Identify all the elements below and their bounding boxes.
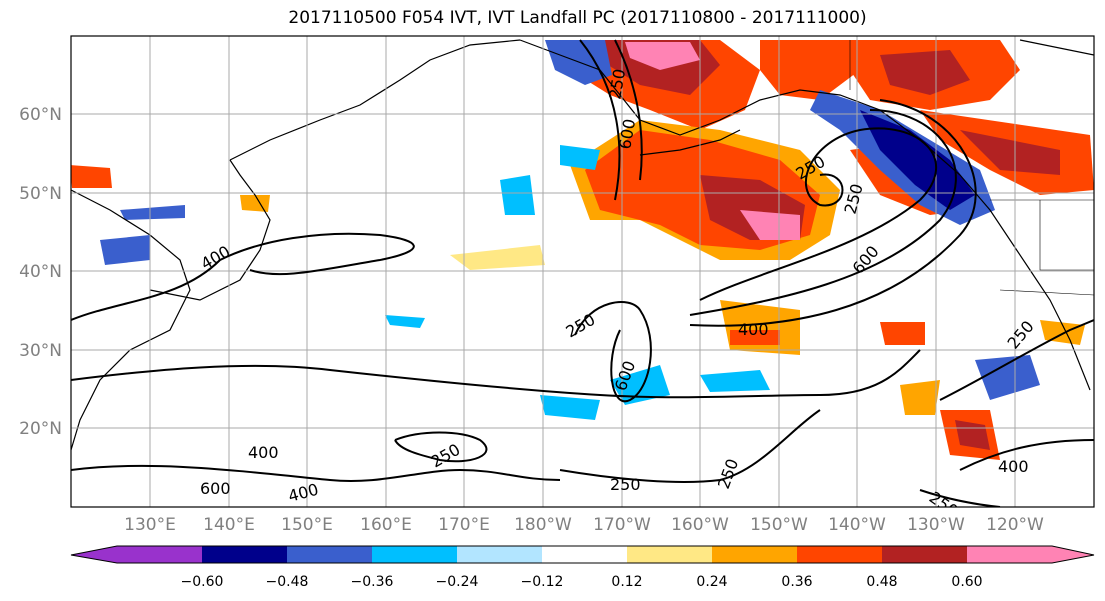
colorbar-swatch [542,546,627,563]
lon-label: 130°E [124,515,176,535]
borders [849,40,1094,296]
longitude-labels: 130°E 140°E 150°E 160°E 170°E 180°W 170°… [124,515,1044,535]
colorbar-tick: 0.24 [696,574,727,590]
colorbar-swatch [797,546,882,563]
colorbar: −0.60 −0.48 −0.36 −0.24 −0.12 0.12 0.24 … [70,545,1095,590]
colorbar-tick: 0.60 [951,574,982,590]
lon-label: 140°E [203,515,255,535]
colorbar-tick: −0.48 [266,574,309,590]
lon-label: 170°W [593,515,651,535]
lon-label: 180°W [514,515,572,535]
contour-label: 400 [738,320,769,339]
map-title: 2017110500 F054 IVT, IVT Landfall PC (20… [288,8,867,28]
colorbar-swatch [882,546,967,563]
colorbar-swatch-extend-low [71,546,117,563]
lon-label: 140°W [828,515,886,535]
contour-label: 250 [610,475,641,494]
colorbar-swatch [202,546,287,563]
colorbar-swatch [117,546,202,563]
lat-label: 20°N [19,419,62,439]
lat-label: 50°N [19,184,62,204]
coastlines [71,39,1094,451]
graticule [71,36,1094,507]
latitude-labels: 60°N 50°N 40°N 30°N 20°N [19,105,62,439]
lon-label: 150°E [281,515,333,535]
ivt-anomaly-fill [71,40,1094,460]
lat-label: 30°N [19,341,62,361]
lon-label: 160°E [360,515,412,535]
lat-label: 40°N [19,262,62,282]
lon-label: 150°W [750,515,808,535]
colorbar-tick: −0.36 [351,574,394,590]
lon-label: 130°W [907,515,965,535]
colorbar-tick: −0.24 [436,574,479,590]
colorbar-swatch [967,546,1052,563]
contour-label: 400 [248,443,279,462]
colorbar-swatch [372,546,457,563]
ivt-contours [71,39,1094,507]
lon-label: 170°E [438,515,490,535]
colorbar-tick: −0.60 [181,574,224,590]
map-border [70,35,1095,508]
contour-label: 600 [200,479,231,498]
colorbar-ticks: −0.60 −0.48 −0.36 −0.24 −0.12 0.12 0.24 … [181,574,983,590]
colorbar-swatch [457,546,542,563]
colorbar-swatch [627,546,712,563]
colorbar-tick: 0.48 [866,574,897,590]
colorbar-swatch [287,546,372,563]
map-content: 250 400 600 250 250 600 400 250 600 400 … [71,36,1094,507]
lon-label: 160°W [671,515,729,535]
lon-label: 120°W [986,515,1044,535]
lat-label: 60°N [19,105,62,125]
contour-label: 400 [998,457,1029,476]
colorbar-swatch [712,546,797,563]
colorbar-outline [70,545,1095,564]
colorbar-tick: 0.12 [611,574,642,590]
colorbar-swatch-extend-high [1052,546,1094,563]
colorbar-tick: 0.36 [781,574,812,590]
colorbar-tick: −0.12 [521,574,564,590]
